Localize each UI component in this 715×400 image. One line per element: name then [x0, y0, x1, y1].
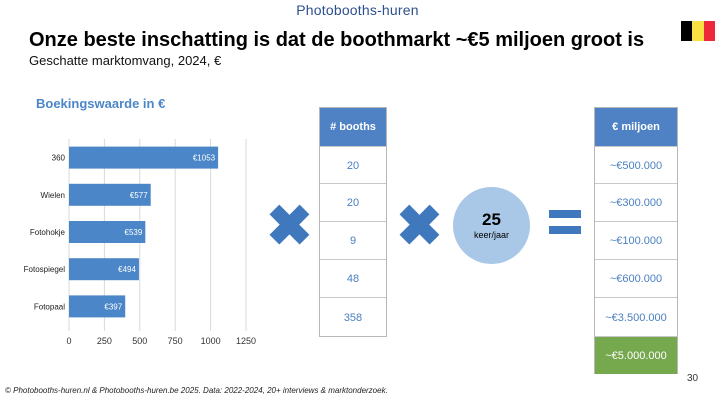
market-size-cell: ~€600.000: [595, 259, 677, 298]
frequency-label: keer/jaar: [473, 229, 509, 240]
page-title: Onze beste inschatting is dat de boothma…: [29, 29, 645, 51]
belgium-flag-icon: [681, 21, 715, 41]
footer-source: © Photobooths-huren.nl & Photobooths-hur…: [5, 386, 388, 395]
x-tick-label: 0: [66, 336, 71, 346]
market-size-cell: ~€100.000: [595, 221, 677, 260]
bar-data-label: €539: [125, 228, 143, 237]
booths-table-header: # booths: [320, 108, 386, 146]
category-label: 360: [52, 154, 66, 163]
x-tick-label: 750: [168, 336, 183, 346]
category-label: Fotohokje: [30, 228, 66, 237]
bar: [69, 146, 219, 169]
frequency-circle: 25 keer/jaar: [453, 187, 530, 264]
market-size-table-header: € miljoen: [595, 108, 677, 146]
multiply-icon: ✖: [396, 194, 443, 257]
bar: [69, 183, 151, 206]
page-subtitle: Geschatte marktomvang, 2024, €: [29, 53, 222, 68]
market-size-table: € miljoen ~€500.000 ~€300.000 ~€100.000 …: [594, 107, 678, 374]
bar-data-label: €577: [130, 191, 148, 200]
booths-cell: 9: [320, 221, 386, 260]
bar-data-label: €494: [118, 265, 136, 274]
frequency-value: 25: [482, 210, 501, 230]
booths-cell: 48: [320, 259, 386, 298]
category-label: Fotospiegel: [24, 265, 66, 274]
booths-cell: 20: [320, 146, 386, 184]
booths-cell: 358: [320, 297, 386, 337]
x-tick-label: 1250: [236, 336, 256, 346]
bar: [69, 295, 126, 318]
category-label: Wielen: [41, 191, 65, 200]
flag-stripe-yellow: [692, 21, 704, 41]
booths-cell: 20: [320, 183, 386, 222]
market-size-cell: ~€300.000: [595, 183, 677, 222]
bar: [69, 258, 139, 281]
flag-stripe-red: [703, 21, 715, 41]
market-size-cell: ~€3.500.000: [595, 297, 677, 337]
brand-logo: Photobooths-huren: [296, 2, 419, 18]
market-size-cell: ~€500.000: [595, 146, 677, 184]
bar-data-label: €1053: [193, 154, 216, 163]
multiply-icon: ✖: [266, 194, 313, 257]
category-label: Fotopaal: [34, 302, 65, 311]
flag-stripe-black: [681, 21, 693, 41]
x-tick-label: 1000: [201, 336, 221, 346]
page-number: 30: [687, 373, 699, 384]
equals-icon: [549, 210, 581, 242]
bar-data-label: €397: [104, 302, 122, 311]
chart-title: Boekingswaarde in €: [36, 96, 166, 111]
x-tick-label: 250: [97, 336, 112, 346]
market-size-total: ~€5.000.000: [595, 336, 677, 374]
bar: [69, 221, 146, 243]
x-tick-label: 500: [132, 336, 147, 346]
booking-value-bar-chart: 0 250 500 750 1000 1250 360 €1053 Wielen €577 Foto…: [24, 139, 256, 346]
booths-table: # booths 20 20 9 48 358: [319, 107, 387, 337]
